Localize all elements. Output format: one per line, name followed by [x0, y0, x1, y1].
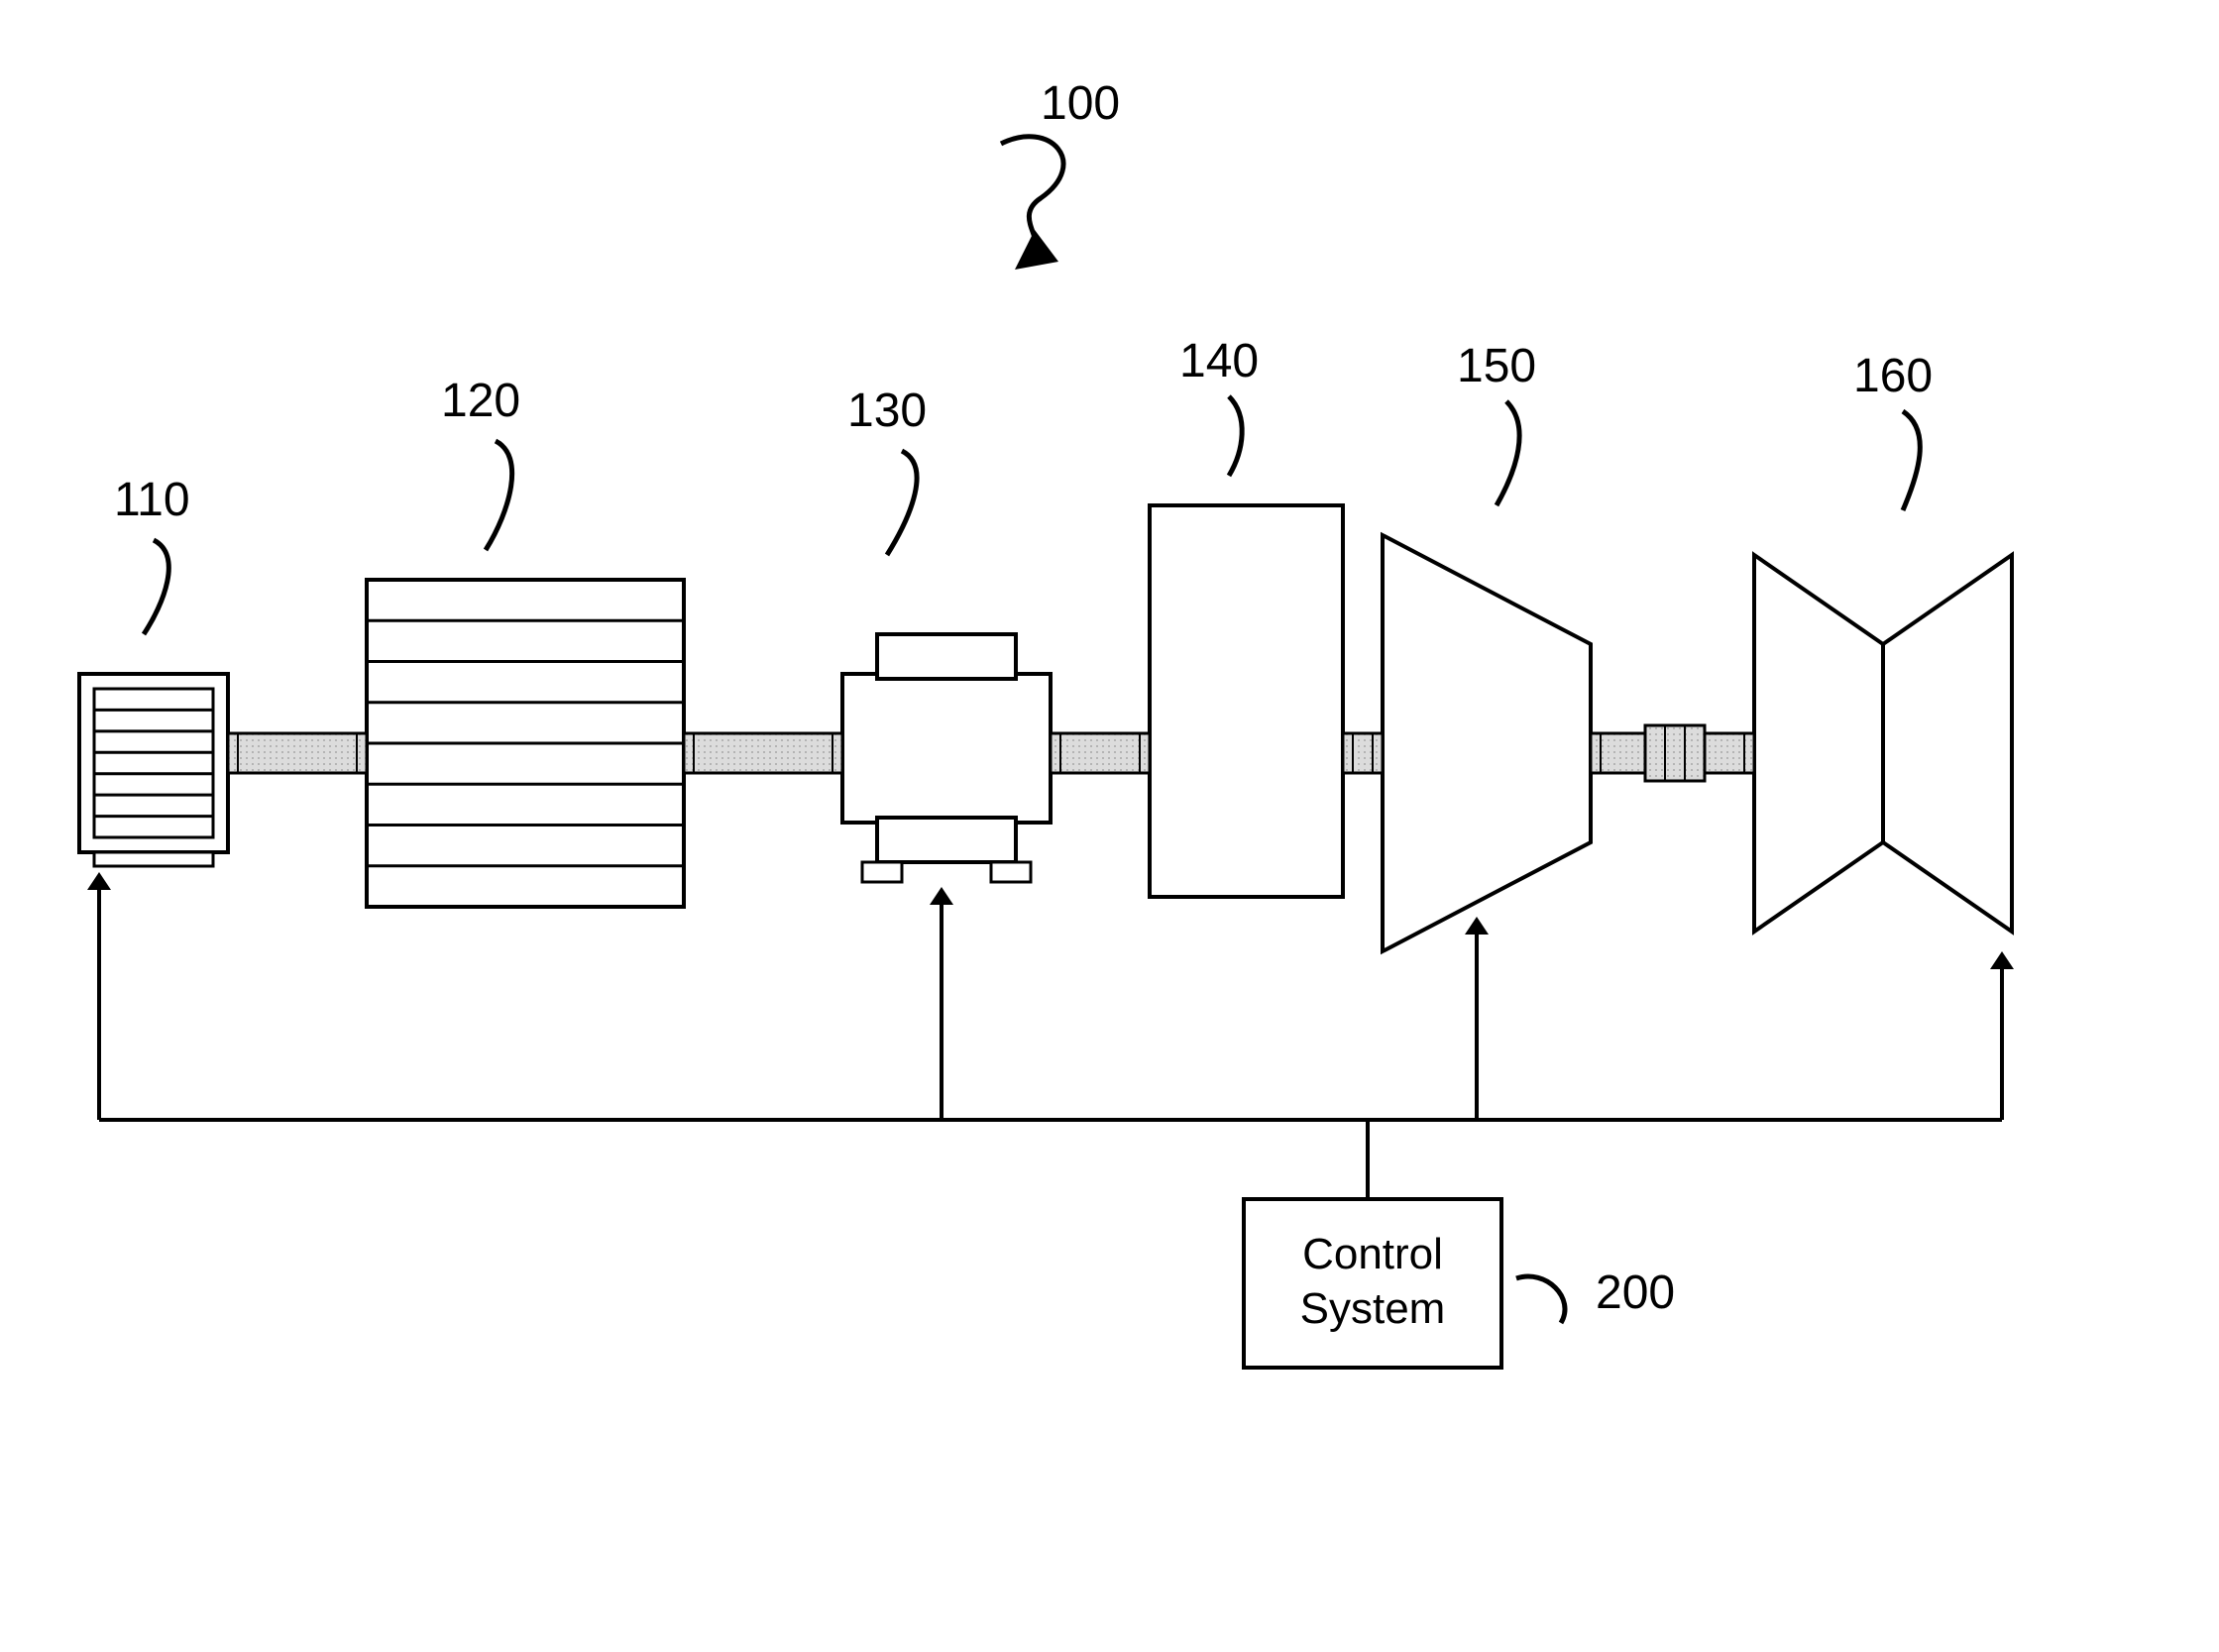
- squiggle-130: [887, 451, 917, 555]
- squiggle-200: [1516, 1276, 1565, 1323]
- label-110: 110: [114, 474, 190, 526]
- label-100: 100: [1041, 77, 1120, 130]
- control-system-box: Control System: [1244, 1199, 1501, 1368]
- squiggle-140: [1229, 396, 1242, 476]
- label-120: 120: [441, 375, 520, 427]
- control-box-line2: System: [1300, 1284, 1446, 1333]
- component-160-right: [1883, 555, 2012, 932]
- component-110: [79, 674, 228, 866]
- label-130: 130: [847, 385, 927, 437]
- label-160: 160: [1853, 350, 1933, 402]
- component-120: [367, 580, 684, 907]
- squiggle-100: [1001, 137, 1063, 258]
- label-200: 200: [1596, 1267, 1675, 1319]
- component-130: [842, 634, 1051, 882]
- control-box-line1: Control: [1302, 1230, 1443, 1278]
- label-140: 140: [1179, 335, 1259, 387]
- component-160-left: [1754, 555, 1883, 932]
- control-wiring: [87, 872, 2014, 1199]
- system-diagram: 100 110 120 130 140 150 160 Control Syste…: [0, 0, 2219, 1652]
- squiggle-150: [1497, 401, 1519, 505]
- component-140: [1150, 505, 1343, 897]
- squiggle-110: [144, 540, 168, 634]
- squiggle-120: [486, 441, 512, 550]
- component-150: [1383, 535, 1591, 951]
- label-150: 150: [1457, 340, 1536, 392]
- squiggle-160: [1903, 411, 1920, 510]
